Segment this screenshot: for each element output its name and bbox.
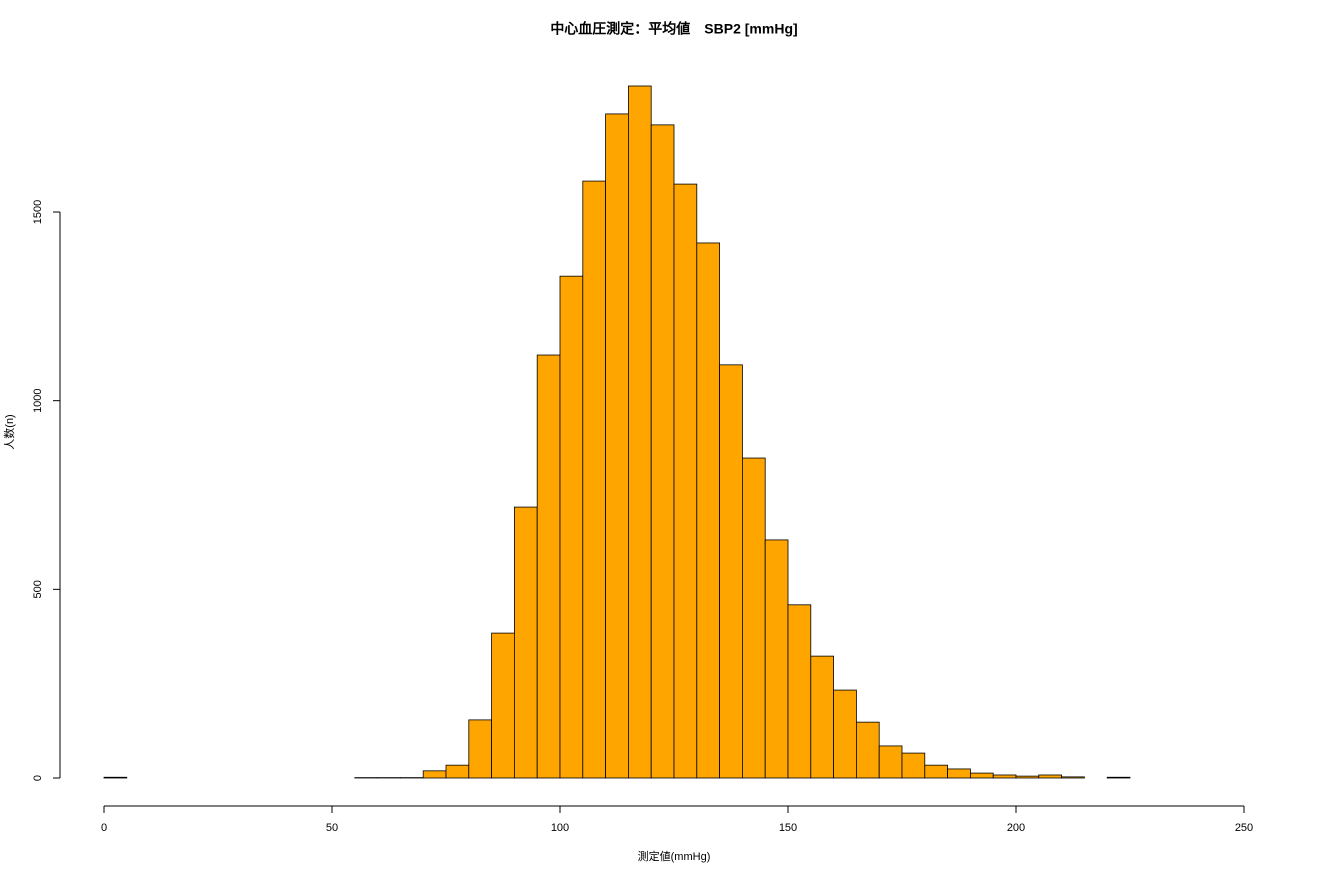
x-tick-label: 150 [779,822,797,834]
bar [742,457,766,779]
bar [719,364,743,779]
bar [833,689,857,779]
bar [764,539,789,779]
bar [491,632,515,779]
bar [422,770,447,779]
bar [878,745,903,779]
bar [536,354,561,779]
x-tick-label: 200 [1007,822,1025,834]
bar [468,719,492,779]
bar [605,113,629,779]
bar [1061,776,1085,779]
y-axis-label: 人数(n) [3,414,16,449]
bar [856,721,880,779]
bar [1038,774,1063,779]
x-axis-label: 測定値(mmHg) [638,849,711,863]
bar [559,275,584,779]
bar [103,776,128,779]
bar [787,604,812,779]
y-tick-label: 1000 [32,388,44,412]
bar [992,774,1017,779]
chart-title: 中心血圧測定：平均値 SBP2 [mmHg] [550,21,797,37]
bar [445,764,470,779]
x-tick-label: 100 [551,822,569,834]
bar [673,183,698,779]
y-tick-label: 500 [32,580,44,598]
x-tick-label: 250 [1235,822,1253,834]
bar [924,764,948,779]
bar [1106,776,1131,779]
bar [582,180,606,779]
bar [901,752,926,779]
bar [650,124,675,779]
x-tick-label: 0 [101,822,107,834]
bar [1015,775,1040,779]
bar [970,772,994,779]
y-tick-label: 0 [32,775,44,781]
bar [947,768,971,779]
bar [696,242,720,779]
x-tick-label: 50 [326,822,338,834]
y-tick-label: 1500 [32,200,44,224]
bar [514,506,538,779]
bar [810,655,834,779]
bar [628,85,652,779]
